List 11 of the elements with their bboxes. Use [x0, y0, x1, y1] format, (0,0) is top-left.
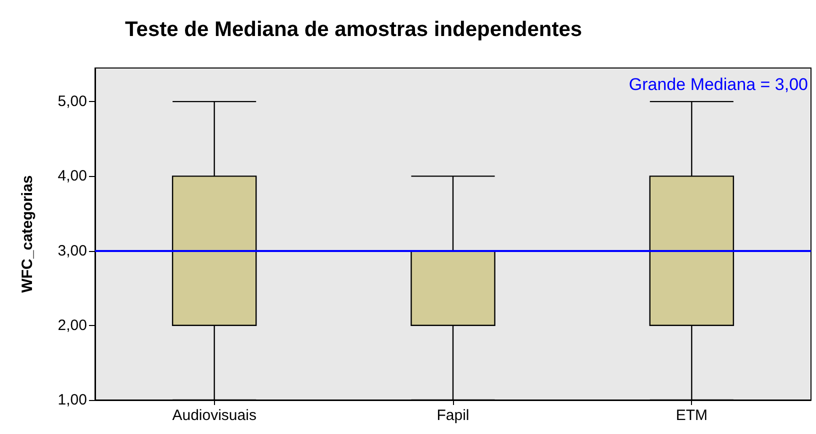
y-tick-label: 2,00	[58, 316, 87, 334]
x-tick-label: ETM	[676, 407, 708, 424]
y-tick-label: 5,00	[58, 93, 87, 110]
y-tick-label: 1,00	[58, 392, 87, 408]
x-tick-label: Fapil	[436, 407, 470, 424]
y-tick-label: 3,00	[58, 242, 87, 260]
x-tick-label: Audiovisuais	[172, 407, 256, 424]
ref-line-label: Grande Mediana = 3,00	[628, 75, 808, 94]
y-axis-title: WFC_categorias	[19, 175, 36, 293]
chart-title: Teste de Mediana de amostras independentes	[125, 18, 582, 41]
y-tick-label: 4,00	[58, 168, 87, 185]
